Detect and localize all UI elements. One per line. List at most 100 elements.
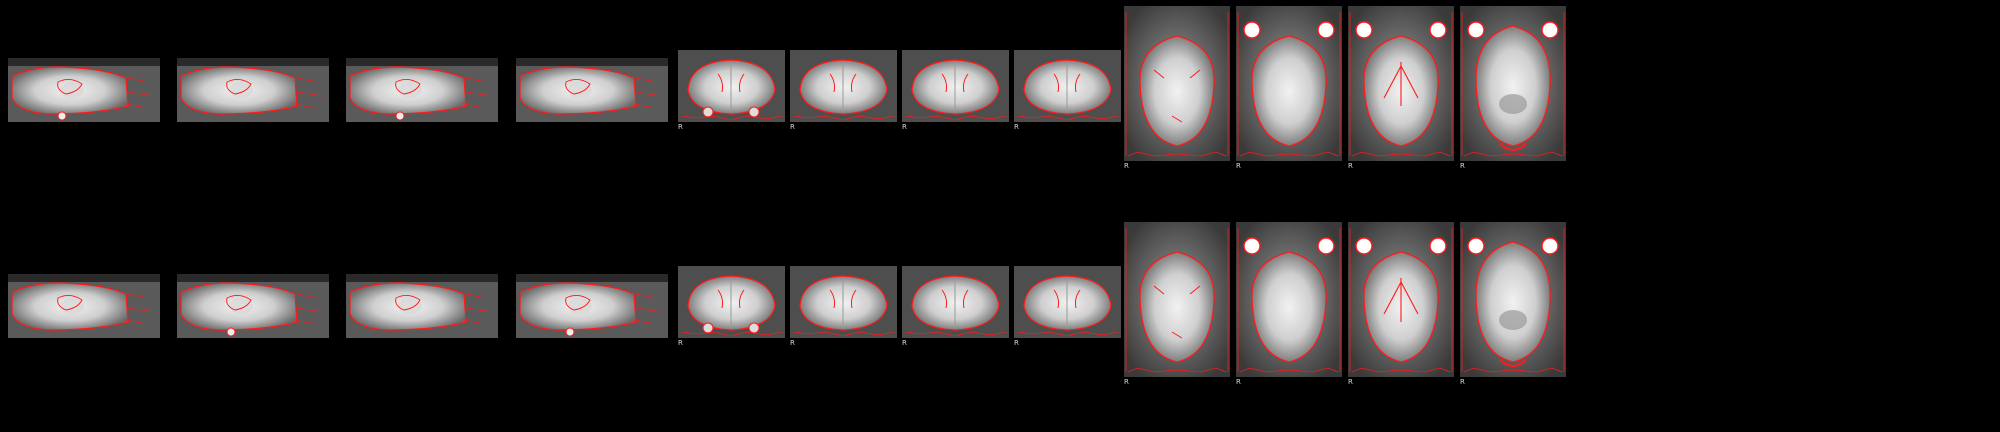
eye-left [1467, 21, 1485, 39]
brain-contour [349, 66, 467, 115]
axial-slice-4 [1460, 6, 1566, 161]
brain-contour [1363, 251, 1439, 363]
brain-region [1251, 36, 1327, 146]
brain-region [1139, 36, 1215, 146]
axial-slice-1 [1124, 222, 1230, 377]
coronal-slice-1 [678, 50, 785, 122]
brain-contour [1475, 241, 1551, 363]
sagittal-slice-2 [177, 274, 329, 338]
mri-slice-image [790, 266, 897, 338]
brain-contour [1023, 275, 1112, 331]
coronal-slice-2 [790, 50, 897, 122]
axial-slice-1 [1124, 6, 1230, 161]
eye-right [1429, 21, 1447, 39]
orientation-label: R [1014, 339, 1019, 347]
mri-slice-image [1014, 50, 1121, 122]
mri-slice-image [1348, 6, 1454, 161]
coronal-slice-1 [678, 266, 785, 338]
brain-contour [1363, 35, 1439, 147]
mri-slice-image [678, 266, 785, 338]
mri-slice-image [177, 58, 329, 122]
orientation-label: R [1348, 378, 1353, 386]
sagittal-slice-1 [8, 58, 160, 122]
coronal-slice-3 [902, 266, 1009, 338]
brain-contour [1475, 25, 1551, 147]
mri-slice-image [1348, 222, 1454, 377]
brain-contour [349, 282, 467, 331]
orientation-label: R [678, 123, 683, 131]
orientation-label: R [1348, 162, 1353, 170]
mri-slice-image [678, 50, 785, 122]
mri-slice-image [346, 58, 498, 122]
mri-slice-image [346, 274, 498, 338]
eye-right [1429, 237, 1447, 255]
eye-left [1243, 237, 1261, 255]
brain-contour [180, 66, 298, 115]
brain-contour [1251, 35, 1327, 147]
brain-contour [799, 275, 888, 331]
axial-slice-4 [1460, 222, 1566, 377]
mri-slice-image [902, 50, 1009, 122]
mri-slice-image [1124, 6, 1230, 161]
mri-slice-image [790, 50, 897, 122]
mri-slice-image [1236, 6, 1342, 161]
orientation-label: R [1124, 162, 1129, 170]
mri-slice-image [177, 274, 329, 338]
orientation-label: R [790, 339, 795, 347]
brain-region [1139, 252, 1215, 362]
eye-left [1467, 237, 1485, 255]
axial-slice-3 [1348, 222, 1454, 377]
brain-contour [11, 282, 129, 331]
mri-slice-image [516, 274, 668, 338]
orientation-label: R [1236, 162, 1241, 170]
coronal-slice-4 [1014, 50, 1121, 122]
mri-slice-image [1124, 222, 1230, 377]
orientation-label: R [1014, 123, 1019, 131]
brain-contour [911, 59, 1000, 115]
brain-contour [1023, 59, 1112, 115]
mri-slice-image [8, 274, 160, 338]
coronal-slice-2 [790, 266, 897, 338]
orientation-label: R [1460, 162, 1465, 170]
sagittal-slice-3 [346, 58, 498, 122]
brain-contour [519, 282, 637, 331]
brain-contour [1251, 251, 1327, 363]
sagittal-slice-3 [346, 274, 498, 338]
brain-contour [799, 59, 888, 115]
sagittal-slice-4 [516, 274, 668, 338]
orientation-label: R [902, 339, 907, 347]
orientation-label: R [1124, 378, 1129, 386]
brain-contour [1139, 251, 1215, 363]
eye-left [1355, 21, 1373, 39]
eye-right [1541, 21, 1559, 39]
brain-contour [11, 66, 129, 115]
eye-left [1355, 237, 1373, 255]
row-top: R R R R R R R R [8, 6, 1566, 170]
mri-slice-image [8, 58, 160, 122]
eye-right [1317, 237, 1335, 255]
brain-region [1251, 252, 1327, 362]
mri-slice-image [1236, 222, 1342, 377]
eye-left [1243, 21, 1261, 39]
mri-slice-image [1460, 222, 1566, 377]
sagittal-slice-2 [177, 58, 329, 122]
mri-slice-image [1014, 266, 1121, 338]
brain-region [1475, 242, 1551, 362]
coronal-slice-3 [902, 50, 1009, 122]
sagittal-slice-4 [516, 58, 668, 122]
orientation-label: R [902, 123, 907, 131]
brain-contour [519, 66, 637, 115]
brain-contour [911, 275, 1000, 331]
brain-contour [180, 282, 298, 331]
orientation-label: R [1236, 378, 1241, 386]
orientation-label: R [790, 123, 795, 131]
eye-right [1541, 237, 1559, 255]
brain-contour [1139, 35, 1215, 147]
row-bottom: R R R R R R R R [0, 216, 2000, 432]
mri-slice-image [902, 266, 1009, 338]
sagittal-slice-1 [8, 274, 160, 338]
brain-region [1475, 26, 1551, 146]
mri-slice-image [1460, 6, 1566, 161]
axial-slice-3 [1348, 6, 1454, 161]
